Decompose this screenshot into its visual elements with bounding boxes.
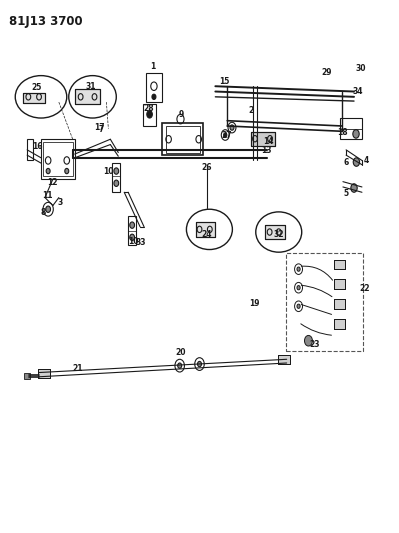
Bar xyxy=(334,300,345,309)
Bar xyxy=(251,132,275,146)
Bar xyxy=(27,139,33,160)
Bar xyxy=(265,225,285,239)
Text: 26: 26 xyxy=(201,163,211,172)
Circle shape xyxy=(353,130,359,138)
Text: 28: 28 xyxy=(144,104,154,113)
Bar xyxy=(286,253,363,351)
Bar xyxy=(334,260,345,269)
Bar xyxy=(334,260,345,269)
Text: 4: 4 xyxy=(363,156,369,165)
Circle shape xyxy=(65,168,69,174)
Circle shape xyxy=(178,363,182,368)
Text: 17: 17 xyxy=(94,123,105,132)
Bar xyxy=(143,104,156,126)
Circle shape xyxy=(130,234,134,240)
Bar xyxy=(162,123,203,155)
Text: 27: 27 xyxy=(221,131,232,140)
Text: 12: 12 xyxy=(47,178,57,187)
Circle shape xyxy=(353,158,359,166)
Bar xyxy=(24,373,30,379)
Text: 13: 13 xyxy=(261,147,271,156)
Text: 16: 16 xyxy=(33,142,43,151)
Text: 19: 19 xyxy=(249,299,259,308)
Text: 30: 30 xyxy=(356,64,366,73)
Text: 81J13 3700: 81J13 3700 xyxy=(9,14,83,28)
Bar xyxy=(41,139,75,179)
Text: 29: 29 xyxy=(321,68,332,77)
Circle shape xyxy=(114,168,119,174)
Text: 14: 14 xyxy=(264,138,274,147)
Text: 1: 1 xyxy=(150,62,156,70)
Text: 34: 34 xyxy=(353,87,363,96)
Text: 18: 18 xyxy=(338,128,348,138)
Circle shape xyxy=(46,206,51,213)
Bar xyxy=(340,118,362,139)
Text: 15: 15 xyxy=(219,77,229,86)
Bar xyxy=(128,216,136,245)
Bar xyxy=(196,222,215,237)
Circle shape xyxy=(304,335,312,346)
Text: 7: 7 xyxy=(99,125,104,134)
Bar xyxy=(334,319,345,328)
Circle shape xyxy=(130,222,134,228)
Text: 31: 31 xyxy=(85,82,96,91)
Text: 22: 22 xyxy=(360,284,370,293)
Text: 3: 3 xyxy=(57,198,63,207)
Bar xyxy=(334,279,345,289)
Circle shape xyxy=(46,168,50,174)
Bar xyxy=(278,354,290,364)
Text: 2: 2 xyxy=(249,106,254,115)
Text: 8: 8 xyxy=(40,208,45,217)
Text: 33: 33 xyxy=(136,238,146,247)
Circle shape xyxy=(224,133,227,137)
Bar xyxy=(23,93,45,103)
Text: 24: 24 xyxy=(201,230,211,239)
Bar xyxy=(43,142,73,176)
Bar xyxy=(278,354,290,364)
Circle shape xyxy=(297,304,300,309)
Text: 20: 20 xyxy=(175,348,186,357)
Bar xyxy=(113,163,120,192)
Bar xyxy=(38,369,50,378)
Circle shape xyxy=(297,267,300,271)
Circle shape xyxy=(152,94,156,100)
Text: 6: 6 xyxy=(344,158,349,166)
Text: 11: 11 xyxy=(43,191,53,200)
Bar xyxy=(334,279,345,289)
Circle shape xyxy=(114,180,119,187)
Bar xyxy=(23,93,45,103)
Text: 32: 32 xyxy=(273,230,284,239)
Text: 10: 10 xyxy=(103,166,114,175)
Bar xyxy=(146,73,162,102)
Text: 21: 21 xyxy=(72,365,83,373)
Text: 9: 9 xyxy=(178,110,184,119)
Circle shape xyxy=(351,184,357,192)
Bar xyxy=(334,319,345,328)
Text: 10: 10 xyxy=(128,237,138,246)
Bar xyxy=(75,90,101,104)
Circle shape xyxy=(147,111,152,118)
Circle shape xyxy=(198,361,201,367)
Bar xyxy=(251,132,275,146)
Text: 23: 23 xyxy=(309,341,320,350)
Bar xyxy=(334,300,345,309)
Circle shape xyxy=(230,125,234,130)
Circle shape xyxy=(297,286,300,290)
Bar xyxy=(196,222,215,237)
Bar xyxy=(166,126,200,152)
Bar xyxy=(38,369,50,378)
Text: 5: 5 xyxy=(344,189,349,198)
Bar xyxy=(265,225,285,239)
Text: 25: 25 xyxy=(32,83,42,92)
Bar xyxy=(75,90,101,104)
